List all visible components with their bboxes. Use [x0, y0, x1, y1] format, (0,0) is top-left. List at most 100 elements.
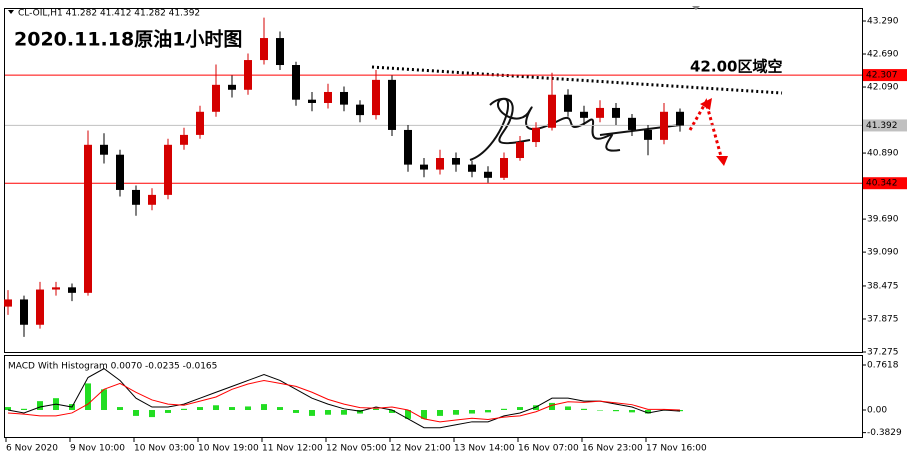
x-tick-label: 13 Nov 14:00 [454, 444, 515, 454]
candle-body [340, 91, 348, 105]
candle-body [660, 111, 668, 140]
histogram-bar [565, 406, 571, 410]
scroll-marker [692, 6, 700, 10]
candle-body [516, 142, 524, 159]
price-label: 40.342 [866, 179, 898, 189]
histogram-bar [405, 410, 411, 419]
price-label: 42.307 [866, 71, 898, 81]
y-tick-label: 42.690 [867, 50, 899, 60]
histogram-bar [629, 410, 635, 413]
candle-body [196, 111, 204, 135]
candle-body [372, 79, 380, 116]
candle-body [84, 144, 92, 293]
candle-body [148, 194, 156, 205]
x-tick-label: 16 Nov 23:00 [582, 444, 643, 454]
x-tick-label: 16 Nov 07:00 [518, 444, 579, 454]
histogram-bar [117, 407, 123, 410]
histogram-bar [421, 410, 427, 419]
histogram-bar [581, 408, 587, 410]
histogram-bar [229, 407, 235, 410]
candle-body [388, 79, 396, 130]
candle-body [100, 144, 108, 155]
candle-body [644, 129, 652, 140]
candle-body [580, 111, 588, 118]
chart-title: 2020.11.18原油1小时图 [14, 29, 242, 51]
histogram-bar [5, 407, 11, 410]
histogram-bar [197, 407, 203, 410]
candle-body [404, 129, 412, 165]
histogram-bar [293, 410, 299, 413]
symbol-header: CL-OIL,H1 41.282 41.412 41.282 41.392 [18, 9, 200, 19]
histogram-bar [549, 402, 555, 410]
candle-body [260, 38, 268, 61]
histogram-bar [469, 410, 475, 414]
annotation: 42.00区域空 [690, 58, 782, 76]
histogram-bar [597, 410, 603, 411]
candle-body [676, 111, 684, 126]
candle-body [132, 189, 140, 205]
price-panel [4, 8, 863, 353]
histogram-bar [341, 410, 347, 415]
price-label: 41.392 [866, 121, 898, 131]
menu-marker [8, 10, 14, 14]
histogram-bar [485, 410, 491, 413]
candle-body [628, 117, 636, 130]
macd-line [7, 368, 681, 429]
y-tick-label: 37.275 [867, 348, 899, 358]
histogram-bar [277, 407, 283, 410]
candle-body [548, 94, 556, 128]
arrow-head [700, 98, 712, 110]
price-label-box [863, 119, 907, 132]
histogram-bar [181, 408, 187, 410]
histogram-bar [533, 405, 539, 410]
histogram-bar [645, 410, 651, 414]
trend-line [371, 65, 783, 95]
histogram-bar [453, 410, 459, 415]
histogram-bar [21, 408, 27, 410]
candle-body [564, 94, 572, 112]
x-tick-label: 12 Nov 05:00 [326, 444, 387, 454]
macd-title: MACD With Histogram 0.0070 -0.0235 -0.01… [8, 362, 217, 372]
y-tick-label: 42.090 [867, 83, 899, 93]
y-tick-label: -0.3829 [867, 428, 902, 438]
candle-body [4, 299, 12, 307]
histogram-bar [389, 410, 395, 413]
candle-body [20, 299, 28, 325]
histogram-bar [261, 404, 267, 410]
histogram-bar [213, 405, 219, 410]
candle-body [452, 158, 460, 165]
candle-body [612, 107, 620, 118]
macd-panel [4, 355, 863, 438]
x-tick-label: 10 Nov 19:00 [198, 444, 259, 454]
candle-body [324, 91, 332, 103]
x-tick-label: 11 Nov 12:00 [262, 444, 323, 454]
price-label-box [863, 177, 907, 190]
candle-body [532, 127, 540, 143]
candle-body [52, 287, 60, 290]
candle-body [356, 104, 364, 116]
histogram-bar [85, 383, 91, 410]
y-tick-label: 0.7618 [867, 360, 899, 370]
x-tick-label: 10 Nov 03:00 [134, 444, 195, 454]
x-tick-label: 9 Nov 10:00 [70, 444, 125, 454]
candle-body [420, 164, 428, 170]
x-tick-label: 6 Nov 2020 [6, 444, 58, 454]
histogram-bar [309, 410, 315, 416]
y-tick-label: 43.290 [867, 16, 899, 26]
candle-body [484, 171, 492, 178]
candle-body [244, 60, 252, 90]
candle-body [36, 289, 44, 325]
candle-body [500, 158, 508, 178]
histogram-bar [245, 406, 251, 410]
histogram-bar [133, 410, 139, 416]
y-tick-label: 38.475 [867, 281, 899, 291]
candle-body [68, 287, 76, 293]
y-tick-label: 39.090 [867, 248, 899, 258]
candle-body [292, 65, 300, 100]
candle-body [468, 164, 476, 172]
candle-body [228, 84, 236, 90]
candle-body [212, 84, 220, 112]
histogram-bar [437, 410, 443, 416]
arrow-head [716, 156, 728, 166]
